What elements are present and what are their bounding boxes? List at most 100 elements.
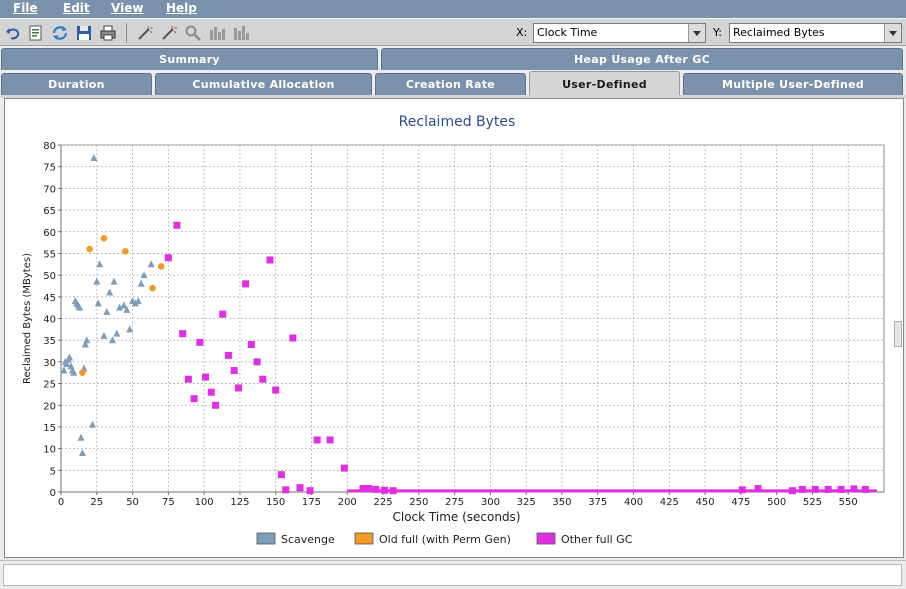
- data-point-other-full-gc: [219, 310, 227, 318]
- export-icon[interactable]: [27, 24, 45, 42]
- data-point-scavenge: [96, 260, 104, 268]
- data-point-other-full-gc: [365, 485, 373, 493]
- data-point-other-full-gc: [207, 388, 215, 396]
- tab-cumulative-allocation[interactable]: Cumulative Allocation: [155, 73, 372, 95]
- data-point-other-full-gc: [380, 486, 388, 494]
- histogram-icon[interactable]: [208, 24, 226, 42]
- tab-duration[interactable]: Duration: [1, 73, 152, 95]
- save-icon[interactable]: [75, 24, 93, 42]
- data-point-other-full-gc: [340, 464, 348, 472]
- y-tick-label: 50: [43, 271, 56, 282]
- x-axis-select[interactable]: Clock Time: [533, 23, 706, 43]
- data-point-other-full-gc: [242, 280, 250, 288]
- y-tick-label: 30: [43, 358, 56, 369]
- data-point-scavenge: [140, 271, 148, 279]
- chevron-down-icon[interactable]: [688, 24, 705, 42]
- x-axis-selector-label: X:: [516, 26, 528, 39]
- resize-grip[interactable]: [894, 321, 902, 347]
- tab-summary[interactable]: Summary: [1, 48, 378, 70]
- toolbar: X: Clock Time Y: Reclaimed Bytes: [0, 18, 906, 46]
- data-point-other-full-gc: [224, 351, 232, 359]
- data-point-scavenge: [83, 336, 91, 344]
- data-point-old-full-with-perm-gen: [86, 245, 93, 253]
- data-point-scavenge: [147, 260, 155, 268]
- y-tick-label: 60: [43, 228, 56, 239]
- menu-view[interactable]: View: [111, 1, 144, 15]
- plot-area: [60, 144, 885, 493]
- data-point-scavenge: [76, 303, 84, 311]
- data-point-scavenge: [94, 299, 102, 307]
- zoom-in-icon[interactable]: [136, 24, 154, 42]
- data-point-other-full-gc: [277, 471, 285, 479]
- y-tick-label: 5: [50, 466, 56, 477]
- y-axis-select-value: Reclaimed Bytes: [733, 26, 825, 39]
- x-tick-label: 175: [302, 497, 321, 508]
- y-tick-label: 10: [43, 445, 56, 456]
- y-axis-select[interactable]: Reclaimed Bytes: [729, 23, 902, 43]
- y-tick-label: 20: [43, 401, 56, 412]
- menu-edit[interactable]: Edit: [63, 1, 90, 15]
- legend-swatch-scavenge: [256, 532, 276, 545]
- y-tick-label: 70: [43, 184, 56, 195]
- x-axis-select-value: Clock Time: [537, 26, 598, 39]
- x-tick-label: 225: [373, 497, 392, 508]
- menu-help[interactable]: Help: [166, 1, 197, 15]
- data-point-old-full-with-perm-gen: [157, 263, 165, 270]
- data-point-other-full-gc: [259, 375, 267, 383]
- x-tick-label: 475: [731, 497, 750, 508]
- status-field: [3, 564, 902, 586]
- x-tick-label: 325: [517, 497, 536, 508]
- data-point-other-full-gc: [230, 367, 238, 375]
- data-point-scavenge: [131, 299, 139, 307]
- data-point-other-full-gc: [202, 373, 210, 381]
- data-point-scavenge: [113, 329, 121, 337]
- y-tick-label: 55: [43, 249, 56, 260]
- x-tick-label: 100: [195, 497, 214, 508]
- data-point-other-full-gc: [212, 401, 220, 409]
- tab-creation-rate[interactable]: Creation Rate: [375, 73, 526, 95]
- chart-title: Reclaimed Bytes: [399, 114, 516, 130]
- data-point-other-full-gc: [234, 384, 242, 392]
- undo-icon[interactable]: [4, 24, 22, 42]
- zoom-icon[interactable]: [184, 24, 202, 42]
- data-point-other-full-gc: [247, 341, 255, 349]
- y-tick-label: 65: [43, 206, 56, 217]
- y-tick-label: 25: [43, 380, 56, 391]
- chevron-down-icon[interactable]: [884, 24, 901, 42]
- data-point-other-full-gc: [196, 338, 204, 346]
- x-tick-label: 400: [624, 497, 643, 508]
- data-point-old-full-with-perm-gen: [79, 369, 86, 377]
- legend-swatch-old-full-with-perm-gen: [354, 532, 374, 545]
- data-point-other-full-gc: [824, 485, 832, 493]
- x-tick-label: 375: [588, 497, 607, 508]
- x-tick-label: 150: [266, 497, 285, 508]
- data-point-other-full-gc: [326, 436, 334, 444]
- data-point-other-full-gc: [861, 485, 869, 493]
- data-point-scavenge: [60, 366, 68, 374]
- data-point-scavenge: [77, 433, 85, 441]
- data-point-other-full-gc: [190, 395, 198, 403]
- tab-multiple-user-defined[interactable]: Multiple User-Defined: [683, 73, 903, 95]
- data-point-scavenge: [81, 340, 89, 348]
- legend-label-scavenge: Scavenge: [281, 533, 335, 546]
- data-point-other-full-gc: [296, 484, 304, 492]
- x-tick-label: 0: [58, 497, 64, 508]
- y-tick-label: 40: [43, 315, 56, 326]
- data-point-other-full-gc: [359, 485, 367, 493]
- data-point-other-full-gc: [738, 486, 746, 494]
- menu-file[interactable]: File: [13, 1, 38, 15]
- data-point-scavenge: [100, 331, 108, 339]
- print-icon[interactable]: [99, 24, 117, 42]
- data-point-scavenge: [88, 420, 96, 428]
- zoom-out-icon[interactable]: [160, 24, 178, 42]
- refresh-icon[interactable]: [51, 24, 69, 42]
- data-point-scavenge: [120, 301, 128, 309]
- tab-user-defined[interactable]: User-Defined: [529, 71, 680, 96]
- data-point-scavenge: [123, 305, 131, 313]
- histogram-alt-icon[interactable]: [232, 24, 250, 42]
- x-tick-label: 450: [696, 497, 715, 508]
- legend-swatch-other-full-gc: [536, 532, 556, 545]
- x-tick-label: 200: [338, 497, 357, 508]
- tab-heap-usage-after-gc[interactable]: Heap Usage After GC: [381, 48, 903, 70]
